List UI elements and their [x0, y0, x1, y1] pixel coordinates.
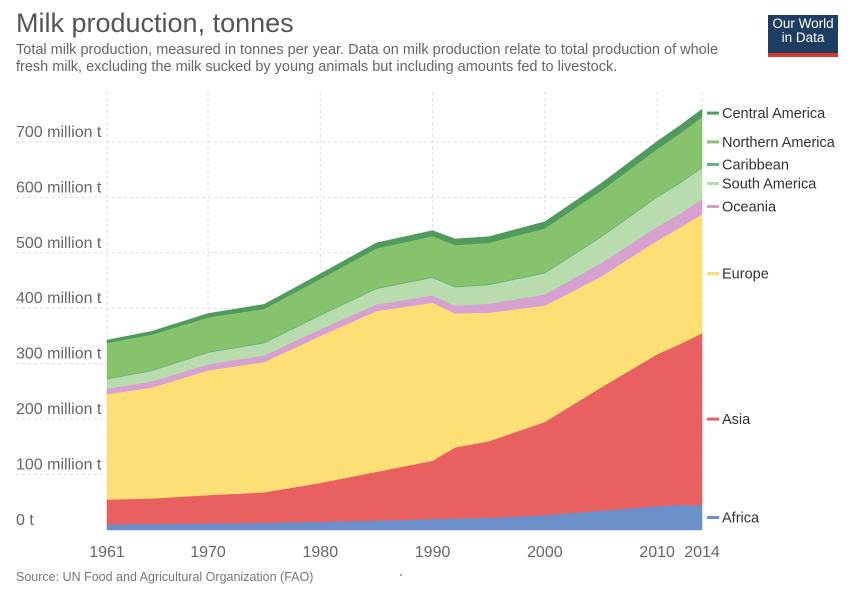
x-tick-label: 1980 — [303, 544, 339, 561]
legend-swatch-africa — [707, 516, 719, 520]
x-tick-label: 2014 — [684, 544, 720, 561]
legend-label-northern-america[interactable]: Northern America — [722, 135, 836, 151]
y-tick-label: 500 million t — [16, 235, 102, 252]
legend-label-asia[interactable]: Asia — [722, 412, 751, 428]
source-note[interactable]: Source: UN Food and Agricultural Organiz… — [16, 570, 314, 584]
chart-title: Milk production, tonnes — [16, 8, 294, 38]
legend-label-africa[interactable]: Africa — [722, 511, 760, 527]
x-tick-label: 1961 — [89, 544, 125, 561]
y-tick-label: 400 million t — [16, 290, 102, 307]
chart-subtitle: Total milk production, measured in tonne… — [16, 42, 719, 75]
y-tick-label: 300 million t — [16, 346, 102, 363]
x-tick-label: 2010 — [639, 544, 675, 561]
y-tick-label: 700 million t — [16, 124, 102, 141]
logo-underline — [768, 53, 838, 57]
legend-swatch-caribbean — [707, 162, 719, 166]
x-axis: 1961 1970 1980 1990 2000 2010 2014 — [89, 544, 720, 561]
area-central-america[interactable] — [106, 108, 703, 344]
x-tick-label: 2000 — [527, 544, 563, 561]
y-tick-label: 100 million t — [16, 457, 102, 474]
y-tick-label: 200 million t — [16, 401, 102, 418]
logo-line-2: in Data — [781, 30, 825, 45]
y-tick-label: 0 t — [16, 512, 34, 529]
legend-label-europe[interactable]: Europe — [722, 267, 769, 283]
legend-swatch-northern-america — [707, 140, 719, 144]
legend-label-caribbean[interactable]: Caribbean — [722, 157, 789, 173]
legend-swatch-europe — [707, 272, 719, 276]
legend-label-central-america[interactable]: Central America — [722, 106, 826, 122]
logo-line-1: Our World — [772, 16, 834, 31]
x-tick-label: 1990 — [415, 544, 451, 561]
legend-label-south-america[interactable]: South America — [722, 176, 817, 192]
legend-label-oceania[interactable]: Oceania — [722, 199, 777, 215]
legend-swatch-central-america — [707, 111, 719, 115]
legend-swatch-asia — [707, 417, 719, 421]
owid-logo[interactable]: Our World in Data — [768, 15, 838, 57]
legend: Africa Asia Europe Oceania South America Cari… — [707, 106, 836, 527]
separator-dot — [400, 574, 402, 576]
x-tick-label: 1970 — [190, 544, 226, 561]
legend-swatch-oceania — [707, 204, 719, 208]
area-series — [106, 108, 703, 531]
y-axis: 0 t 100 million t 200 million t 300 million… — [16, 124, 102, 529]
y-tick-label: 600 million t — [16, 179, 102, 196]
legend-swatch-south-america — [707, 181, 719, 185]
